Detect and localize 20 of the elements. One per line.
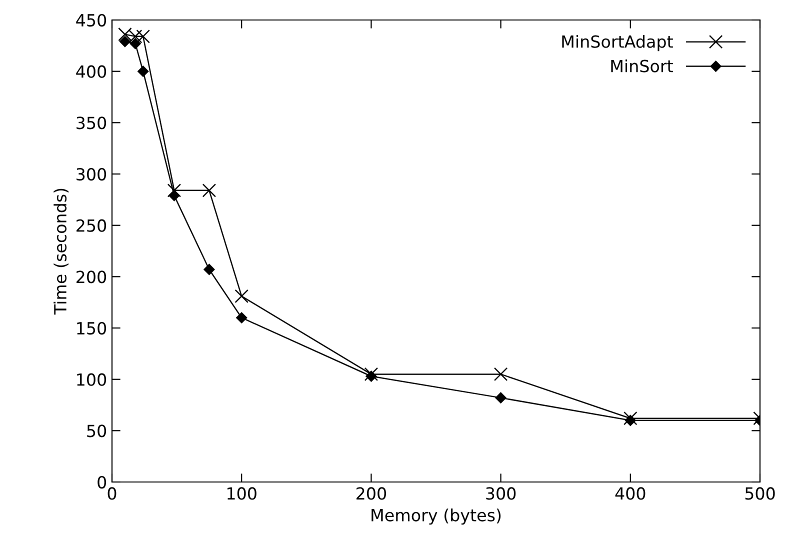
- y-tick-label: 50: [87, 424, 106, 438]
- y-tick-label: 450: [76, 14, 106, 27]
- x-tick-label: 400: [615, 487, 646, 500]
- y-tick-label: 0: [98, 476, 106, 489]
- legend-label: MinSortAdapt: [562, 35, 673, 52]
- x-tick-label: 0: [108, 487, 116, 500]
- x-tick-label: 500: [745, 487, 775, 500]
- legend-label: MinSort: [611, 59, 673, 72]
- y-tick-label: 350: [76, 116, 106, 130]
- y-tick-label: 200: [76, 270, 106, 284]
- x-tick-label: 300: [486, 487, 516, 500]
- x-axis-title: Memory (bytes): [372, 508, 501, 525]
- y-tick-label: 400: [76, 65, 106, 78]
- x-tick-label: 100: [228, 487, 256, 500]
- y-tick-label: 150: [77, 322, 106, 335]
- y-tick-label: 100: [77, 373, 106, 386]
- x-tick-label: 200: [356, 487, 386, 500]
- y-tick-label: 300: [76, 168, 106, 181]
- y-tick-label: 250: [76, 219, 106, 232]
- y-axis-title: Time (seconds): [54, 188, 69, 315]
